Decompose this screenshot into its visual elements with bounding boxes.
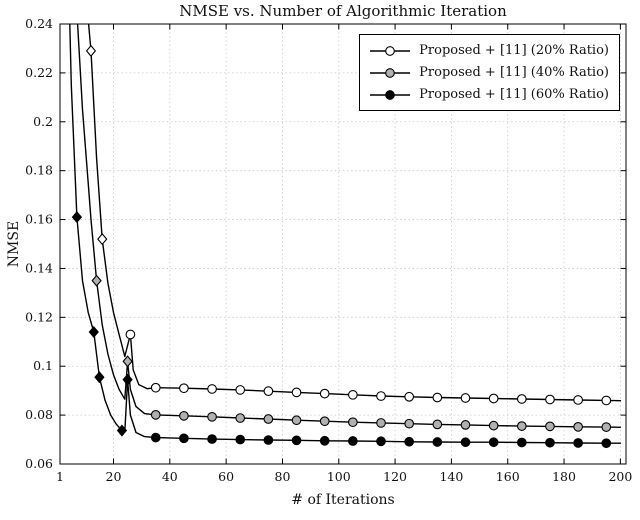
x-tick-label: 20 [106,469,122,484]
legend-label: Proposed + [11] (60% Ratio) [419,87,609,102]
x-tick-label: 40 [162,469,178,484]
x-tick-label: 200 [608,469,632,484]
legend-label: Proposed + [11] (20% Ratio) [419,43,609,58]
y-tick-label: 0.06 [25,456,53,471]
legend-line-circle-marker-icon [370,67,411,78]
y-tick-label: 0.24 [25,16,53,31]
x-tick-label: 60 [218,469,234,484]
x-axis-label: # of Iterations [291,492,395,508]
legend-line-circle-marker-icon [370,89,411,100]
y-tick-label: 0.16 [25,212,53,227]
legend-item: Proposed + [11] (20% Ratio) [368,40,609,61]
x-tick-label: 80 [275,469,291,484]
legend-item: Proposed + [11] (40% Ratio) [368,62,609,83]
x-tick-label: 160 [496,469,520,484]
y-tick-label: 0.14 [25,260,53,275]
x-tick-label: 1 [56,469,64,484]
y-tick-label: 0.12 [25,309,53,324]
chart-title: NMSE vs. Number of Algorithmic Iteration [179,2,507,20]
y-tick-label: 0.1 [33,358,53,373]
legend: Proposed + [11] (20% Ratio) Proposed + [… [359,34,620,111]
x-tick-label: 140 [439,469,463,484]
y-tick-label: 0.2 [33,114,53,129]
legend-label: Proposed + [11] (40% Ratio) [419,65,609,80]
y-tick-label: 0.22 [25,65,53,80]
x-tick-label: 100 [327,469,351,484]
y-tick-label: 0.08 [25,407,53,422]
x-tick-label: 120 [383,469,407,484]
legend-item: Proposed + [11] (60% Ratio) [368,84,609,105]
legend-line-circle-marker-icon [370,45,411,56]
x-tick-label: 180 [552,469,576,484]
y-tick-label: 0.18 [25,163,53,178]
